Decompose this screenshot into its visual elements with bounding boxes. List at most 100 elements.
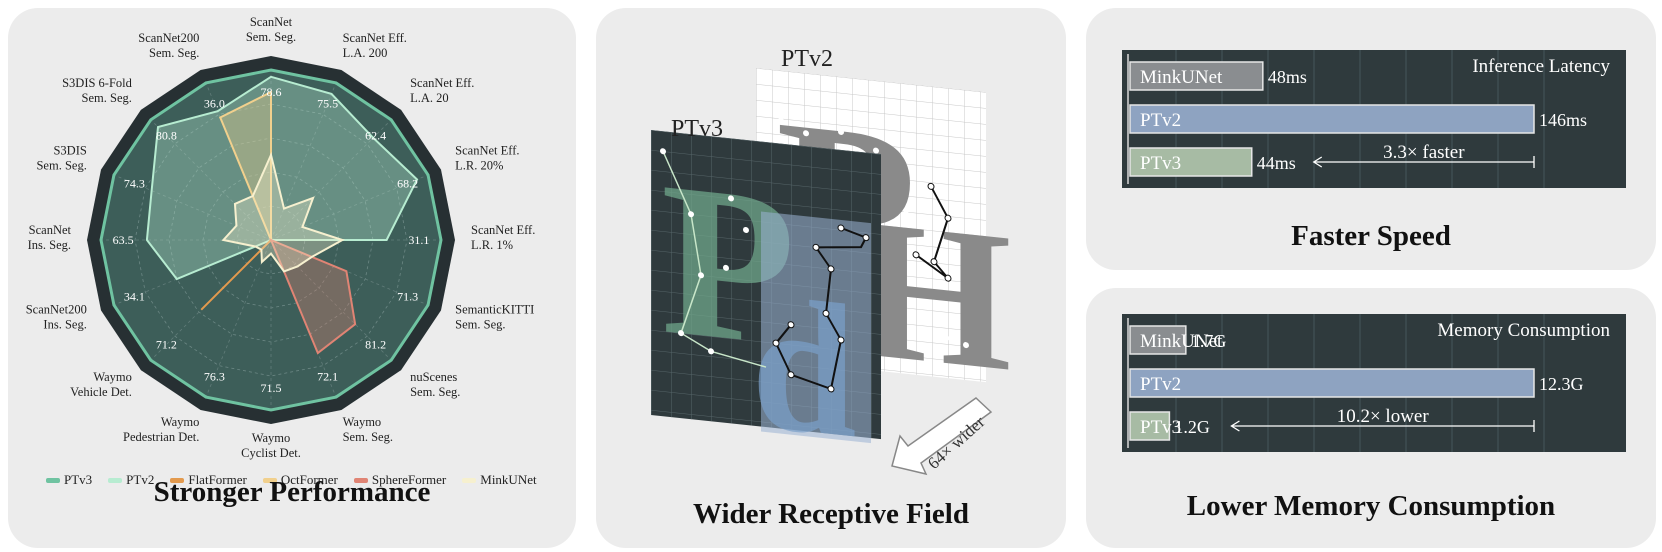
radar-axis-label: Waymo Vehicle Det. [70, 370, 132, 399]
bar-value-label: 1.7G [1191, 331, 1227, 351]
legend-item-ptv2: PTv2 [108, 472, 154, 488]
bar-category-label: MinkUNet [1140, 331, 1223, 352]
ptv2-glyph-h: H [856, 176, 1012, 414]
radar-value-label: 71.5 [261, 381, 282, 395]
radar-axis-label: S3DIS 6-Fold Sem. Seg. [62, 76, 133, 105]
ptv3-label: PTv3 [671, 116, 723, 142]
radar-series-minkunet [221, 151, 345, 273]
radar-value-label: 81.2 [365, 338, 386, 352]
receptive-field-title: Wider Receptive Field [693, 498, 969, 530]
radar-value-label: 71.3 [397, 290, 418, 304]
radar-spoke [150, 119, 272, 241]
radar-spoke [270, 119, 392, 241]
radar-value-label: 31.1 [408, 233, 429, 247]
radar-spoke [270, 174, 429, 241]
radar-axis-label: S3DIS Sem. Seg. [36, 143, 86, 172]
speed-panel: Inference Latency MinkUNet 48ms PTv2 146ms PT… [1086, 8, 1656, 270]
ptv2-label: PTv2 [781, 46, 833, 72]
radar-spoke [205, 239, 272, 398]
legend-swatch [170, 477, 185, 483]
legend-item-sphereformer: SphereFormer [353, 472, 447, 488]
radar-spoke [113, 174, 272, 241]
ptv3-glyph-d: d [751, 257, 857, 478]
bar-value-label: 146ms [1539, 110, 1587, 130]
bar-value-label: 1.2G [1174, 417, 1210, 437]
bar-ptv3 [1129, 411, 1171, 441]
radar-spoke [270, 239, 392, 361]
memory-title: Lower Memory Consumption [1186, 490, 1556, 522]
receptive-field-panel: P H PTv2 P d PTv3 [596, 8, 1066, 548]
radar-value-label: 34.1 [124, 290, 145, 304]
radar-value-label: 74.3 [124, 176, 145, 190]
bar-chart-title: Inference Latency [1472, 56, 1610, 77]
bar-category-label: PTv2 [1140, 374, 1181, 395]
bar-category-label: PTv3 [1140, 417, 1181, 438]
radar-axis-label: Waymo Cyclist Det. [241, 431, 301, 460]
legend-swatch [353, 477, 368, 483]
legend-label: PTv2 [126, 472, 155, 487]
radar-spoke [270, 82, 337, 241]
radar-axis-label: SemanticKITTI Sem. Seg. [455, 303, 534, 332]
radar-axis-label: ScanNet Eff. L.R. 20% [455, 143, 519, 172]
speed-title: Faster Speed [1291, 220, 1451, 252]
receptive-field-illustration: P H PTv2 P d PTv3 [651, 46, 1012, 478]
legend-label: FlatFormer [188, 472, 247, 487]
bar-ptv2 [1129, 104, 1535, 134]
annotation-arrowhead [1230, 420, 1240, 432]
legend-item-flatformer: FlatFormer [170, 472, 247, 488]
legend-swatch [46, 477, 60, 483]
radar-value-label: 75.5 [317, 96, 338, 110]
radar-value-label: 76.3 [204, 370, 225, 384]
bar-category-label: PTv3 [1140, 153, 1181, 174]
annotation-label: 10.2× lower [1337, 406, 1430, 427]
radar-value-label: 63.5 [113, 233, 134, 247]
bar-category-label: MinkUNet [1140, 67, 1223, 88]
radar-value-label: 72.1 [317, 370, 338, 384]
legend-swatch [262, 477, 277, 483]
radar-chart: 78.6 75.5 62.4 68.2 31.1 71.3 81.2 72.1 71.5 76.3… [26, 15, 536, 460]
legend-item-octformer: OctFormer [262, 472, 338, 488]
performance-title: Stronger Performance [153, 476, 431, 508]
radar-axis-label: Waymo Pedestrian Det. [123, 415, 199, 444]
radar-series-ptv2 [145, 75, 419, 281]
wider-arrow: 64× wider [891, 397, 993, 476]
bar-category-label: PTv2 [1140, 110, 1181, 131]
radar-series-flatformer [200, 239, 272, 311]
legend-swatch [108, 477, 123, 483]
radar-axis-label: ScanNet Ins. Seg. [28, 223, 72, 252]
legend-label: SphereFormer [371, 472, 447, 487]
bar-ptv3 [1129, 147, 1253, 177]
radar-axis-label: ScanNet Eff. L.A. 200 [343, 31, 407, 60]
bar-minkunet [1129, 61, 1264, 91]
memory-panel: Memory Consumption MinkUNet 1.7G PTv2 12.3G P… [1086, 288, 1656, 548]
radar-value-label: 71.2 [156, 338, 177, 352]
radar-axis-label: ScanNet Sem. Seg. [246, 15, 296, 44]
radar-axis-label: nuScenes Sem. Seg. [410, 370, 460, 399]
legend-item-minkunet: MinkUNet [462, 472, 537, 488]
legend-swatch [462, 477, 477, 483]
legend-label: PTv3 [64, 472, 93, 487]
bar-chart-title: Memory Consumption [1437, 320, 1610, 341]
annotation-arrowhead [1312, 156, 1323, 168]
radar-axis-label: ScanNet200 Ins. Seg. [26, 303, 87, 332]
legend-label: MinkUNet [480, 472, 537, 487]
radar-axis-label: Waymo Sem. Seg. [343, 415, 393, 444]
bar-ptv2 [1129, 368, 1535, 398]
annotation-label: 3.3× faster [1383, 142, 1465, 163]
bar-minkunet [1129, 325, 1187, 355]
radar-value-label: 68.2 [397, 176, 418, 190]
radar-axis-label: ScanNet200 Sem. Seg. [138, 31, 199, 60]
legend-label: OctFormer [280, 472, 338, 487]
radar-spoke [270, 239, 429, 306]
bar-value-label: 12.3G [1539, 374, 1584, 394]
radar-legend: PTv3 PTv2 FlatFormer OctFormer SphereFormer M… [46, 472, 537, 488]
radar-value-label: 78.6 [261, 85, 282, 99]
radar-axis-label: ScanNet Eff. L.A. 20 [410, 76, 474, 105]
radar-value-label: 36.0 [204, 96, 225, 110]
latency-bar-chart: Inference Latency MinkUNet 48ms PTv2 146ms PT… [1122, 50, 1626, 188]
legend-item-ptv3: PTv3 [46, 472, 92, 488]
radar-axis-label: ScanNet Eff. L.R. 1% [471, 223, 535, 252]
ptv3-sheet: P d [651, 129, 881, 478]
performance-panel: 78.6 75.5 62.4 68.2 31.1 71.3 81.2 72.1 71.5 76.3… [8, 8, 576, 548]
